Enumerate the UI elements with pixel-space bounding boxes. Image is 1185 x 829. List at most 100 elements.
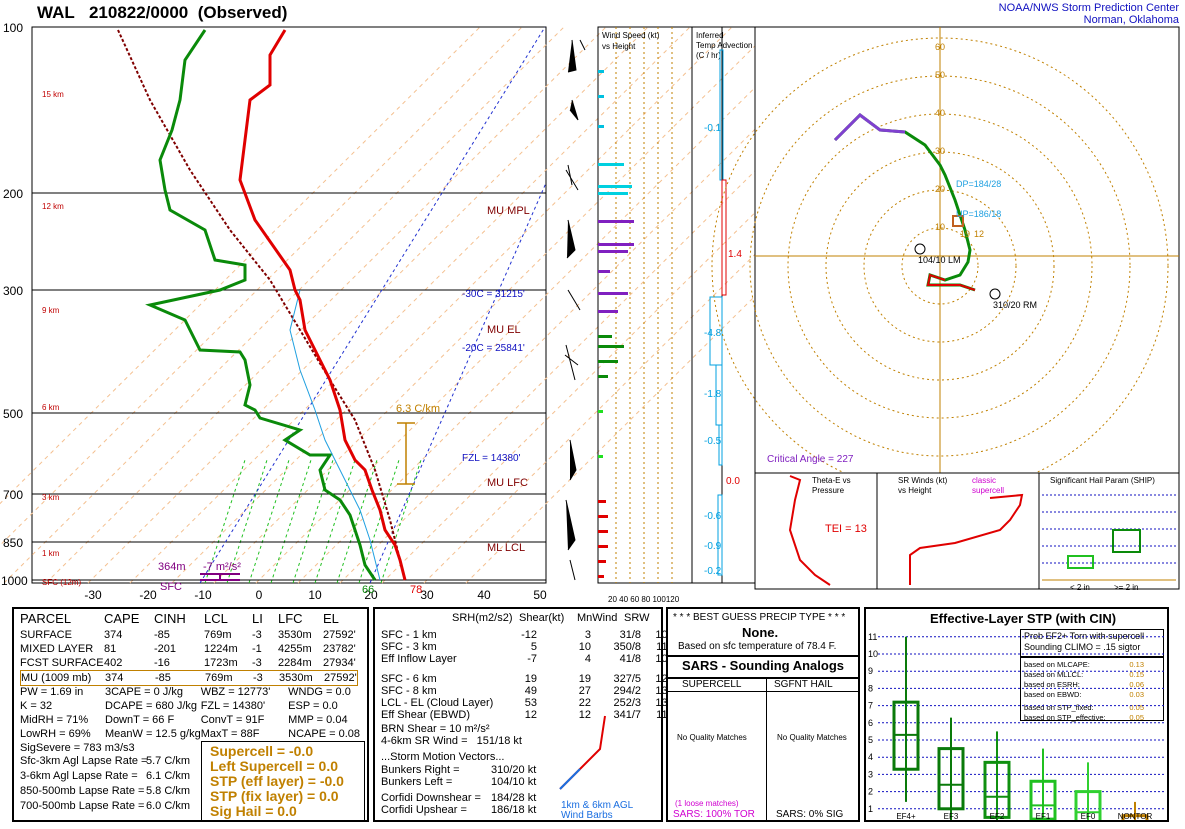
lapse-rate-label: Sfc-3km Agl Lapse Rate = bbox=[20, 755, 148, 767]
index-item: ConvT = 91F bbox=[200, 714, 265, 726]
sars-divider bbox=[766, 677, 767, 820]
motion-label: Bunkers Right = bbox=[381, 764, 460, 776]
adv-val-5: 0.0 bbox=[726, 476, 740, 487]
lapse-rate-value: 6.0 C/km bbox=[146, 800, 191, 812]
thetae-title1: Theta-E vs bbox=[812, 476, 851, 485]
m30c-label: -30C = 31215' bbox=[462, 289, 525, 300]
parcel-row: SURFACE 374 -85 769m -3 3530m 27592' bbox=[20, 628, 356, 642]
dry-adiabat bbox=[171, 26, 733, 584]
dewpoint-trace bbox=[145, 29, 377, 581]
kin-cell: 12 bbox=[524, 709, 537, 721]
parcel-cell: -3 bbox=[252, 629, 262, 641]
ship-frame bbox=[1038, 472, 1180, 590]
parcel-cell: 374 bbox=[105, 672, 124, 684]
brn-shear: BRN Shear = 10 m²/s² bbox=[381, 723, 490, 735]
parcel-cell: 23782' bbox=[323, 643, 356, 655]
stp-category: EF3 bbox=[944, 812, 959, 820]
hodo-ring-50: 50 bbox=[935, 70, 945, 80]
h-label-9km: 9 km bbox=[42, 306, 60, 315]
adv-title2: Temp Advection bbox=[696, 41, 752, 50]
index-item: PW = 1.69 in bbox=[20, 686, 84, 698]
hodograph-upper bbox=[833, 113, 906, 142]
kin-cell: 41/8 bbox=[619, 653, 641, 665]
t-label-20: 20 bbox=[364, 588, 378, 602]
sfc-t-label: 78 bbox=[410, 584, 422, 596]
kin-cell: 327/5 bbox=[613, 673, 641, 685]
lapse-rate-value: 5.8 C/km bbox=[146, 785, 191, 797]
kin-hdr-srw: SRW bbox=[624, 612, 650, 624]
parcel-cell: 81 bbox=[104, 643, 117, 655]
parcel-hdr-lcl: LCL bbox=[204, 611, 228, 626]
kin-cell: SFC - 6 km bbox=[381, 673, 437, 685]
index-item: 3CAPE = 0 J/kg bbox=[105, 686, 183, 698]
hodo-ring-labels: 10 20 30 40 50 60 bbox=[935, 42, 945, 232]
kin-cell: 31/8 bbox=[619, 629, 641, 641]
parcel-cell: MU (1009 mb) bbox=[21, 672, 92, 684]
adv-val-8: -0.2 bbox=[704, 566, 722, 577]
legend-barbs bbox=[559, 715, 606, 790]
kin-cell: 53 bbox=[524, 697, 537, 709]
t-label-m30: -30 bbox=[84, 588, 102, 602]
sounding-title: WAL 210822/0000 (Observed) bbox=[37, 3, 287, 23]
hodo-ring-30: 30 bbox=[935, 146, 945, 156]
h-label-1km: 1 km bbox=[42, 549, 60, 558]
motion-label: Corfidi Downshear = bbox=[381, 792, 481, 804]
ship-cat2: >= 2 in bbox=[1114, 583, 1138, 592]
parcel-cell: 27592' bbox=[323, 629, 356, 641]
parcel-cell: 2284m bbox=[278, 657, 312, 669]
stp-ytick: 1 bbox=[868, 804, 873, 814]
stp-item: based on MLCAPE: 0.13 bbox=[1024, 660, 1160, 670]
stp-ytick: 5 bbox=[868, 735, 873, 745]
hodo-ring-40: 40 bbox=[935, 108, 945, 118]
parcel-cell: 769m bbox=[205, 672, 233, 684]
sars-title: SARS - Sounding Analogs bbox=[681, 658, 844, 673]
hodo-labels: DP=184/28 UP=186/18 19 12 104/10 LM 310/… bbox=[767, 179, 1037, 465]
hodograph-frame bbox=[754, 26, 1180, 474]
thetae-trace bbox=[788, 475, 831, 586]
stp-item: based on MLLCL: 0.15 bbox=[1024, 670, 1160, 680]
wind-speed-frame bbox=[597, 26, 693, 584]
rm-marker bbox=[989, 288, 1001, 300]
motion-value: 310/20 kt bbox=[491, 764, 537, 776]
motion-row: Corfidi Downshear = 184/28 kt bbox=[381, 791, 536, 805]
adv-title1: Inferred bbox=[696, 31, 724, 40]
barb-legend: 1km & 6km AGL Wind Barbs bbox=[561, 801, 633, 821]
motion-label: Corfidi Upshear = bbox=[381, 804, 467, 816]
adv-val-0: -0.1 bbox=[704, 123, 722, 134]
lapse-rate-value: 6.1 C/km bbox=[146, 770, 191, 782]
parcel-cell: 769m bbox=[204, 629, 232, 641]
index-item: DownT = 66 F bbox=[105, 714, 175, 726]
kin-cell: 3 bbox=[584, 629, 591, 641]
sr-wind-value: 151/18 kt bbox=[476, 735, 522, 747]
sr-wind: 4-6km SR Wind = 151/18 kt bbox=[381, 734, 522, 748]
parcel-cell: FCST SURFACE bbox=[20, 657, 104, 669]
eff-top-label: 364m bbox=[158, 561, 186, 573]
index-item: WBZ = 12773' bbox=[200, 686, 271, 698]
ml-lcl-label: ML LCL bbox=[487, 542, 525, 554]
advection-bars bbox=[709, 49, 727, 576]
sfc-td-label: 66 bbox=[362, 584, 374, 596]
t-label-50: 50 bbox=[533, 588, 547, 602]
stp-item-value: 0.15 bbox=[1129, 670, 1144, 679]
kin-cell: 27 bbox=[578, 685, 591, 697]
stp-box bbox=[1029, 779, 1057, 820]
hodo-dp: DP=184/28 bbox=[956, 179, 1001, 189]
stp-box bbox=[937, 747, 965, 811]
wind-speed-grid bbox=[615, 27, 673, 583]
sars-loose: (1 loose matches) bbox=[675, 799, 739, 808]
stp-item-label: based on MLCAPE: bbox=[1024, 660, 1090, 669]
stp-category: EF4+ bbox=[896, 812, 916, 820]
composite-item: Supercell = -0.0 bbox=[210, 743, 314, 759]
wind-panel-title1: Wind Speed (kt) bbox=[602, 31, 660, 40]
parcel-cell: 4255m bbox=[278, 643, 312, 655]
thetae-title2: Pressure bbox=[812, 486, 845, 495]
wetbulb-trace bbox=[289, 289, 381, 581]
p-label-300: 300 bbox=[3, 284, 23, 298]
lapse-rate-label: 3-6km Agl Lapse Rate = bbox=[20, 770, 138, 782]
parcel-trace bbox=[117, 29, 406, 581]
stp-item-label: based on MLLCL: bbox=[1024, 670, 1084, 679]
stp-panel: Effective-Layer STP (with CIN) Prob EF2+… bbox=[864, 607, 1169, 822]
indices-col1: PW = 1.69 in K = 32 MidRH = 71% LowRH = 69%… bbox=[20, 685, 135, 755]
